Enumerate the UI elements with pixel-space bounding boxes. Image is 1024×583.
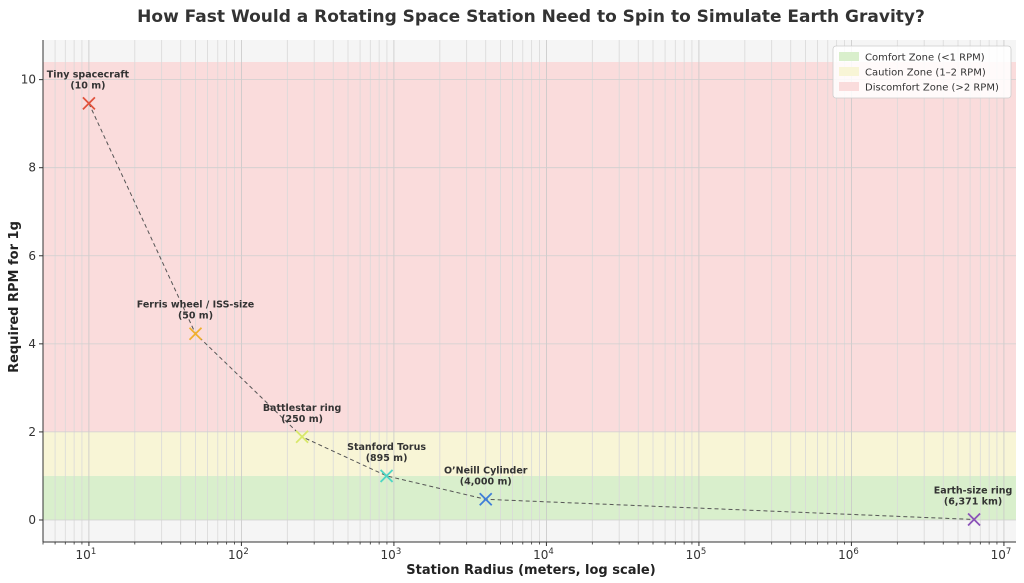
point-sublabel: (50 m) bbox=[178, 311, 213, 322]
legend-swatch bbox=[839, 82, 859, 91]
zones-layer bbox=[43, 40, 1016, 542]
point-sublabel: (250 m) bbox=[281, 414, 323, 425]
x-tick-label: 107 bbox=[991, 547, 1012, 562]
point-sublabel: (10 m) bbox=[70, 80, 105, 91]
grid-layer bbox=[42, 40, 1016, 542]
marker-stroke bbox=[188, 327, 203, 341]
zone-band-1 bbox=[43, 431, 1016, 476]
point-label: Tiny spacecraft bbox=[47, 69, 130, 80]
data-point-marker bbox=[967, 512, 981, 527]
point-label: O’Neill Cylinder bbox=[444, 465, 528, 476]
x-tick-label: 105 bbox=[686, 547, 707, 562]
zone-band-0 bbox=[43, 475, 1016, 520]
data-point-marker bbox=[82, 96, 96, 111]
legend-label: Caution Zone (1–2 RPM) bbox=[865, 68, 986, 79]
point-sublabel: (4,000 m) bbox=[460, 476, 512, 487]
connecting-dashed-line bbox=[88, 103, 975, 520]
y-tick-label: 6 bbox=[28, 249, 36, 263]
point-label: Ferris wheel / ISS-size bbox=[137, 300, 255, 311]
point-label: Battlestar ring bbox=[263, 403, 342, 414]
data-point-marker bbox=[188, 327, 203, 341]
data-point-marker bbox=[379, 469, 394, 483]
x-axis-label: Station Radius (meters, log scale) bbox=[406, 563, 655, 578]
points-layer bbox=[82, 96, 981, 527]
legend-swatch bbox=[839, 52, 859, 61]
legend: Comfort Zone (<1 RPM) Caution Zone (1–2 R… bbox=[832, 45, 1012, 99]
marker-stroke bbox=[379, 469, 394, 483]
axes-layer bbox=[42, 40, 1016, 543]
annotations-layer: Tiny spacecraft(10 m) Ferris wheel / ISS-… bbox=[47, 69, 1013, 507]
zone-band-2 bbox=[43, 62, 1016, 432]
chart-title: How Fast Would a Rotating Space Station … bbox=[137, 7, 925, 27]
y-axis-label: Required RPM for 1g bbox=[7, 221, 22, 373]
x-tick-label: 104 bbox=[533, 547, 554, 562]
ticks-layer: 101 102 103 104 105 106 107 0 2 4 6 8 10 bbox=[21, 73, 1012, 562]
point-sublabel: (6,371 km) bbox=[944, 496, 1002, 507]
legend-box bbox=[832, 45, 1012, 99]
point-sublabel: (895 m) bbox=[366, 453, 408, 464]
marker-stroke bbox=[295, 430, 309, 444]
legend-label: Comfort Zone (<1 RPM) bbox=[865, 53, 985, 64]
x-tick-label: 101 bbox=[76, 547, 97, 562]
point-label: Stanford Torus bbox=[347, 442, 426, 453]
legend-label: Discomfort Zone (>2 RPM) bbox=[865, 83, 999, 94]
point-label: Earth-size ring bbox=[934, 485, 1013, 496]
y-tick-label: 0 bbox=[28, 513, 36, 527]
x-tick-label: 106 bbox=[838, 547, 859, 562]
y-tick-label: 10 bbox=[21, 73, 36, 87]
data-point-marker bbox=[295, 430, 309, 444]
marker-stroke bbox=[479, 492, 493, 506]
data-point-marker bbox=[479, 492, 493, 506]
y-tick-label: 2 bbox=[28, 425, 36, 439]
legend-swatch bbox=[839, 67, 859, 76]
y-tick-label: 8 bbox=[28, 161, 36, 175]
marker-stroke bbox=[967, 512, 981, 527]
connecting-line-layer bbox=[88, 103, 975, 520]
y-tick-label: 4 bbox=[28, 337, 36, 351]
x-tick-label: 103 bbox=[381, 547, 402, 562]
x-tick-label: 102 bbox=[228, 547, 249, 562]
marker-stroke bbox=[82, 96, 96, 111]
